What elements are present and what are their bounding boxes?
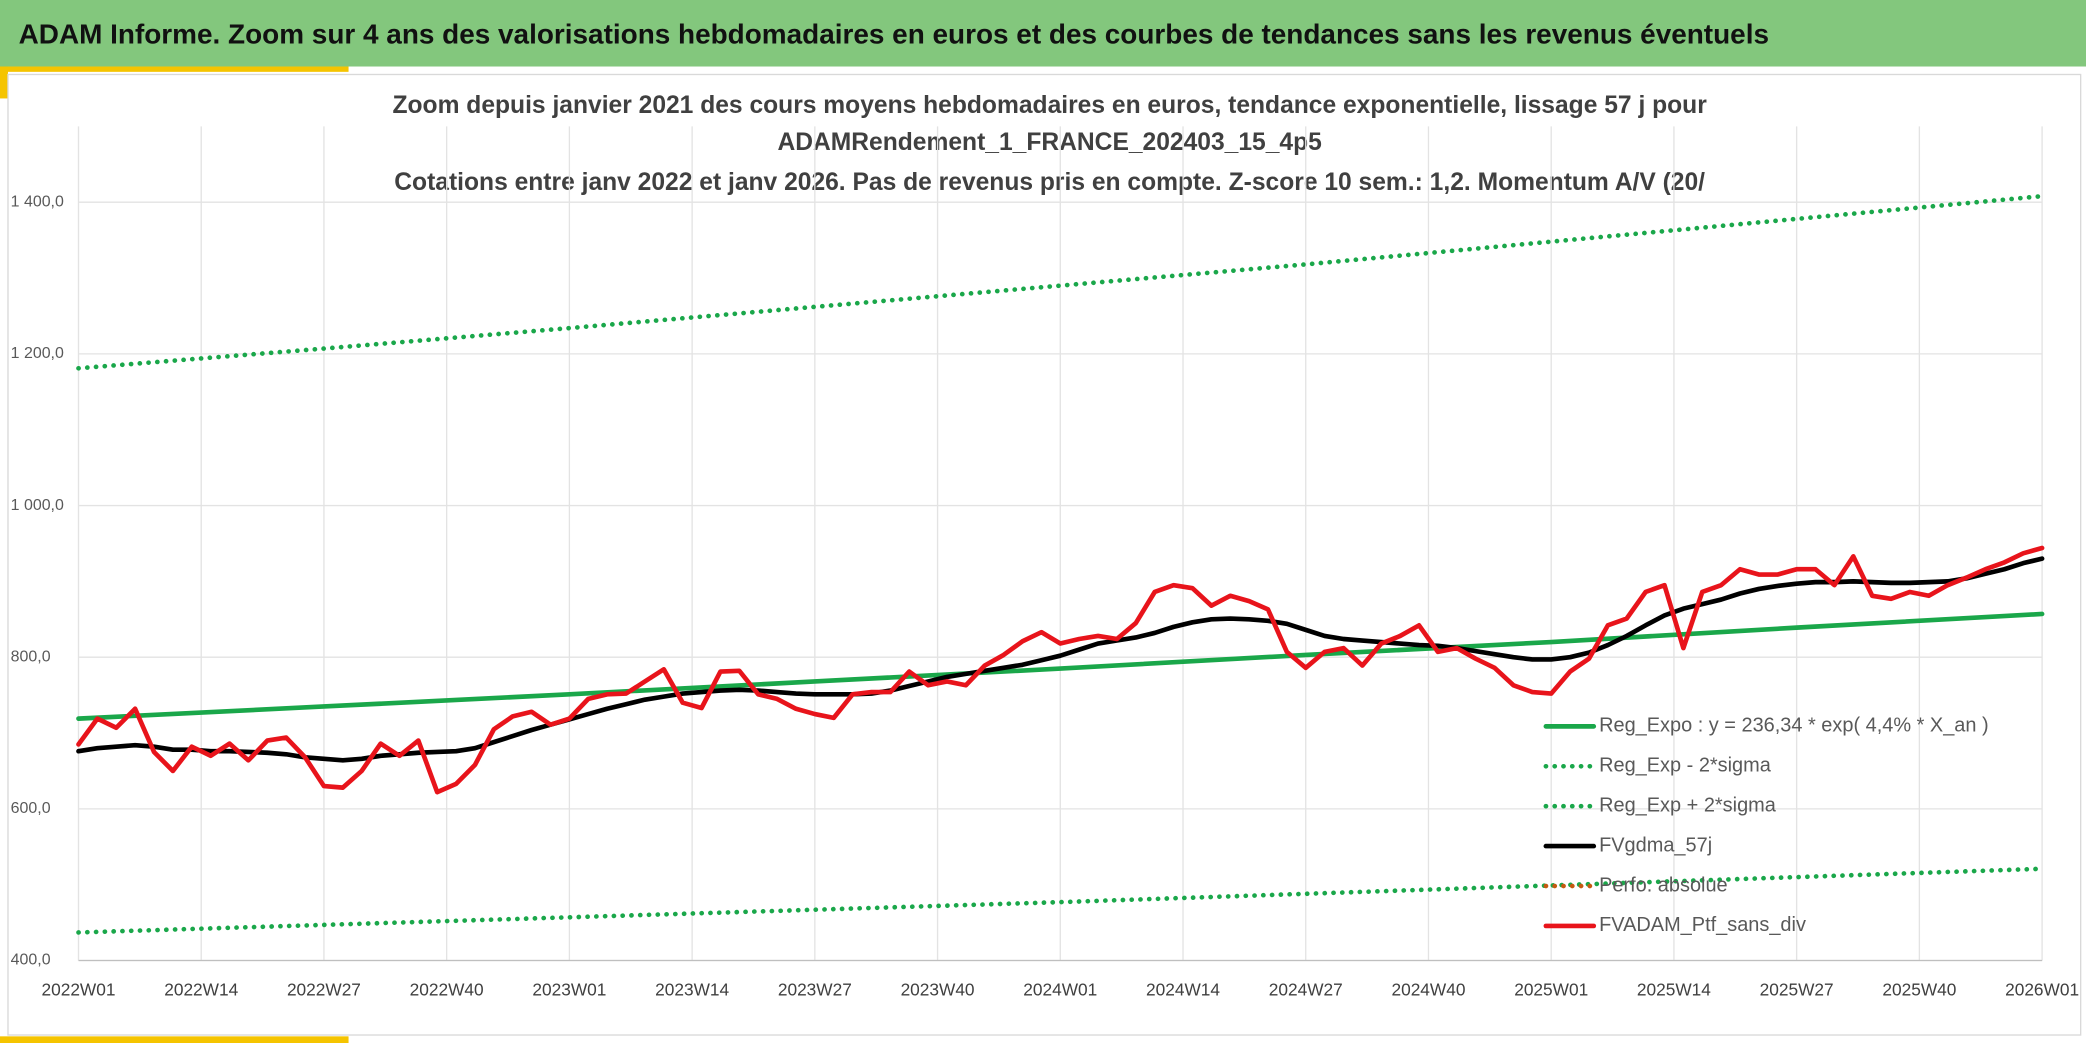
series-line — [76, 556, 2045, 763]
x-tick-label: 2022W40 — [410, 980, 484, 1000]
header-bar — [0, 0, 2086, 67]
x-tick-label: 2025W01 — [1514, 980, 1588, 1000]
legend: Reg_Expo : y = 236,34 * exp( 4,4% * X_an… — [1543, 715, 1989, 936]
x-tick-label: 2025W27 — [1760, 980, 1834, 1000]
x-tick-label: 2026W01 — [2005, 980, 2079, 1000]
x-tick-label: 2022W01 — [41, 980, 115, 1000]
x-tick-label: 2022W14 — [164, 980, 238, 1000]
accent — [0, 66, 349, 72]
series-line — [76, 866, 2045, 935]
chart-title-line: Zoom depuis janvier 2021 des cours moyen… — [392, 92, 1707, 119]
x-tick-label: 2023W01 — [532, 980, 606, 1000]
x-tick-label: 2023W27 — [778, 980, 852, 1000]
y-tick-label: 600,0 — [11, 800, 51, 817]
y-tick-label: 800,0 — [11, 648, 51, 665]
chart-frame — [7, 73, 2082, 1036]
x-tick-label: 2025W14 — [1637, 980, 1711, 1000]
legend-label: Reg_Exp - 2*sigma — [1599, 755, 1772, 777]
x-tick-label: 2023W14 — [655, 980, 729, 1000]
accent — [0, 1036, 349, 1043]
chart-title: Zoom depuis janvier 2021 des cours moyen… — [392, 92, 1707, 196]
y-tick-label: 1 000,0 — [11, 497, 64, 514]
legend-label: Perfo. absolue — [1599, 874, 1728, 896]
header-title: ADAM Informe. Zoom sur 4 ans des valoris… — [19, 18, 1769, 49]
x-tick-label: 2024W14 — [1146, 980, 1220, 1000]
chart-title-line: ADAMRendement_1_FRANCE_202403_15_4p5 — [777, 129, 1321, 156]
legend-label: FVgdma_57j — [1599, 834, 1712, 856]
legend-label: FVADAM_Ptf_sans_div — [1599, 914, 1806, 936]
x-tick-label: 2022W27 — [287, 980, 361, 1000]
series-line — [76, 611, 2045, 721]
accent — [0, 66, 8, 99]
legend-label: Reg_Exp + 2*sigma — [1599, 794, 1777, 816]
y-tick-label: 1 400,0 — [11, 193, 64, 210]
x-tick-label: 2024W01 — [1023, 980, 1097, 1000]
legend-label: Reg_Expo : y = 236,34 * exp( 4,4% * X_an… — [1599, 715, 1989, 737]
series-line — [76, 545, 2045, 795]
x-tick-label: 2024W27 — [1269, 980, 1343, 1000]
x-tick-label: 2023W40 — [901, 980, 975, 1000]
x-tick-label: 2024W40 — [1391, 980, 1465, 1000]
chart-title-line: Cotations entre janv 2022 et janv 2026. … — [394, 169, 1705, 196]
y-tick-label: 1 200,0 — [11, 345, 64, 362]
x-tick-label: 2025W40 — [1882, 980, 1956, 1000]
y-tick-label: 400,0 — [11, 952, 51, 969]
series-line — [76, 193, 2045, 371]
